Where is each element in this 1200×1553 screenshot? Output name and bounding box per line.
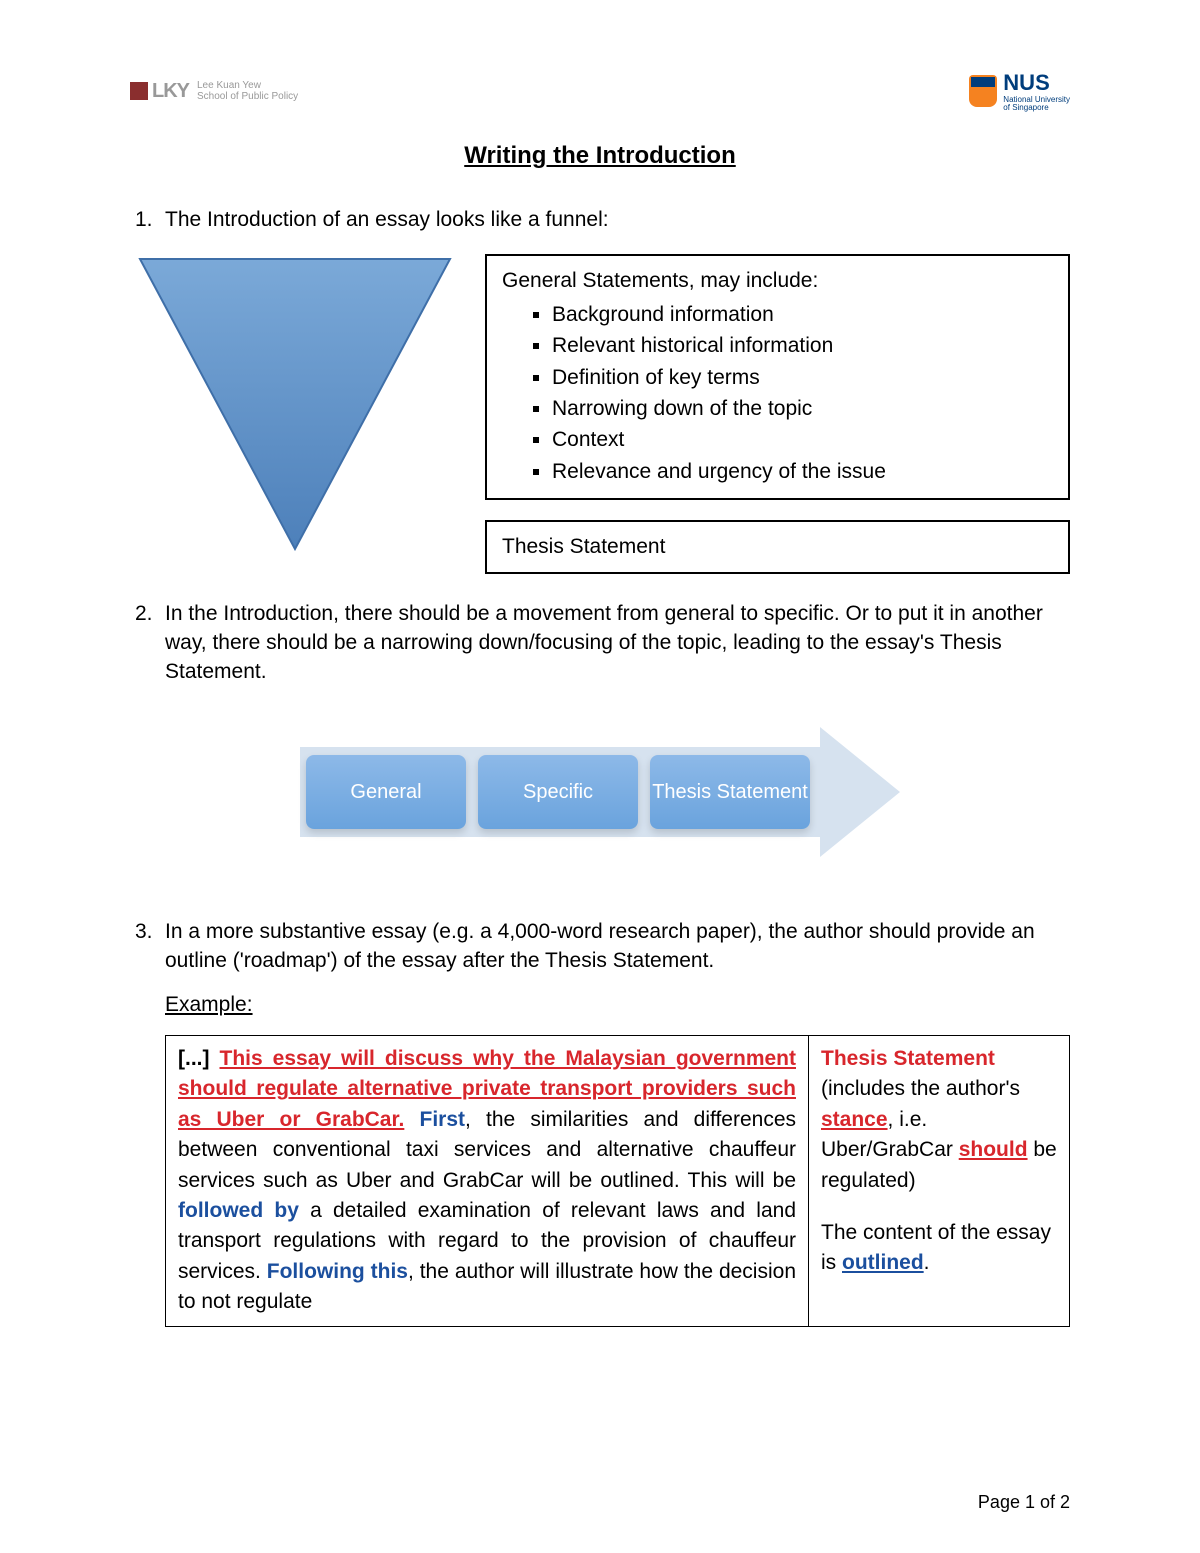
thesis-statement-box: Thesis Statement [485, 520, 1070, 573]
r-should: should [959, 1138, 1028, 1161]
example-left-cell: [...] This essay will discuss why the Ma… [166, 1036, 809, 1326]
example-table: [...] This essay will discuss why the Ma… [165, 1035, 1070, 1327]
funnel-triangle [135, 254, 455, 554]
page-footer: Page 1 of 2 [978, 1492, 1070, 1513]
box1-heading: General Statements, may include: [502, 266, 1053, 295]
funnel-row: General Statements, may include: Backgro… [135, 254, 1070, 573]
ex-first: First [420, 1108, 466, 1131]
flow-box-thesis: Thesis Statement [650, 755, 810, 829]
r2: (includes the author's [821, 1077, 1020, 1100]
flow-box-specific: Specific [478, 755, 638, 829]
r-stance: stance [821, 1108, 888, 1131]
r-outlined: outlined [842, 1251, 924, 1274]
box1-item: Narrowing down of the topic [552, 394, 1053, 423]
r9: . [924, 1251, 930, 1274]
box1-item: Relevant historical information [552, 331, 1053, 360]
lky-abbrev: LKY [152, 80, 189, 103]
funnel-svg [135, 254, 455, 554]
item-2-text: In the Introduction, there should be a m… [165, 599, 1070, 687]
right-block-2: The content of the essay is outlined. [821, 1218, 1057, 1279]
flow-inner: General Specific Thesis Statement [300, 727, 900, 857]
lky-line2: School of Public Policy [197, 91, 298, 102]
nus-text-wrap: NUS National University of Singapore [1003, 70, 1070, 112]
item-2: 2. In the Introduction, there should be … [130, 599, 1070, 687]
general-statements-box: General Statements, may include: Backgro… [485, 254, 1070, 500]
item-3: 3. In a more substantive essay (e.g. a 4… [130, 917, 1070, 1327]
ex-followed: followed by [178, 1199, 299, 1222]
item-3-body: In a more substantive essay (e.g. a 4,00… [165, 917, 1070, 1327]
nus-line2: of Singapore [1003, 104, 1070, 112]
box1-item: Definition of key terms [552, 363, 1053, 392]
box1-item: Background information [552, 300, 1053, 329]
flow-box-general: General [306, 755, 466, 829]
ex-prefix: [...] [178, 1047, 220, 1070]
spacer [821, 1196, 1057, 1218]
lky-subtitle: Lee Kuan Yew School of Public Policy [197, 80, 298, 102]
item-1-number: 1. [130, 205, 165, 234]
ex-sp1 [404, 1108, 419, 1131]
box1-item: Relevance and urgency of the issue [552, 457, 1053, 486]
funnel-boxes: General Statements, may include: Backgro… [485, 254, 1070, 573]
lky-logo: LKY Lee Kuan Yew School of Public Policy [130, 80, 298, 103]
box1-item: Context [552, 425, 1053, 454]
nus-abbrev: NUS [1003, 70, 1070, 96]
flow-boxes: General Specific Thesis Statement [300, 755, 810, 829]
lky-line1: Lee Kuan Yew [197, 80, 298, 91]
header: LKY Lee Kuan Yew School of Public Policy… [130, 70, 1070, 112]
flow-diagram: General Specific Thesis Statement [130, 727, 1070, 857]
example-label: Example: [165, 990, 1070, 1019]
ex-following: Following this [267, 1260, 408, 1283]
right-block-1: Thesis Statement (includes the author's … [821, 1044, 1057, 1196]
example-right-cell: Thesis Statement (includes the author's … [809, 1036, 1069, 1326]
page-title: Writing the Introduction [130, 142, 1070, 170]
lky-square-icon [130, 82, 148, 100]
item-3-text: In a more substantive essay (e.g. a 4,00… [165, 917, 1070, 976]
box1-list: Background information Relevant historic… [502, 300, 1053, 486]
nus-crest-icon [969, 75, 997, 107]
page: LKY Lee Kuan Yew School of Public Policy… [0, 0, 1200, 1553]
item-2-number: 2. [130, 599, 165, 687]
item-1-text: The Introduction of an essay looks like … [165, 205, 1070, 234]
r-thesis: Thesis Statement [821, 1047, 995, 1070]
nus-logo: NUS National University of Singapore [969, 70, 1070, 112]
item-3-number: 3. [130, 917, 165, 1327]
item-1: 1. The Introduction of an essay looks li… [130, 205, 1070, 234]
